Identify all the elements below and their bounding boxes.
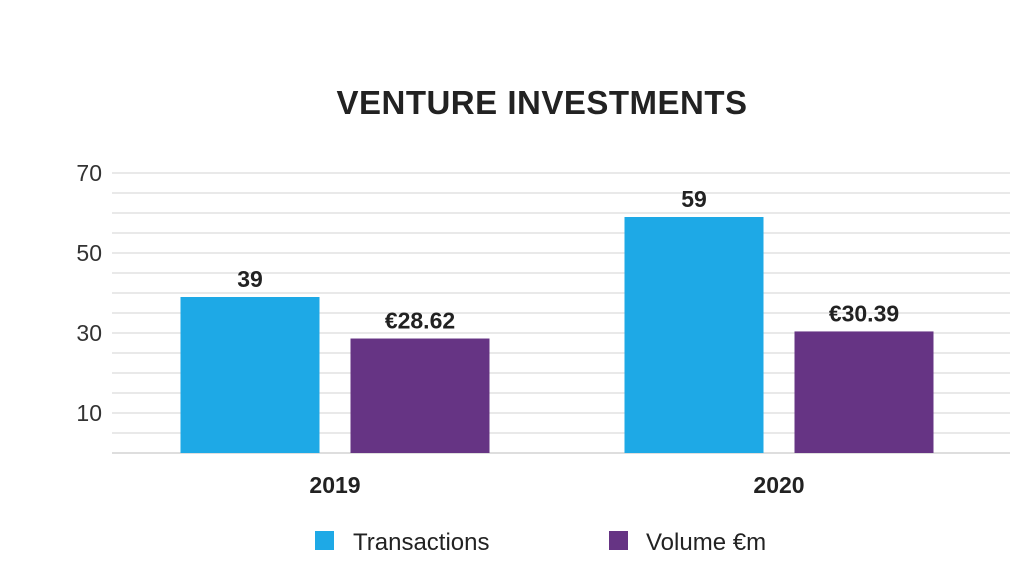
data-label: 39 <box>237 266 263 292</box>
data-label: €28.62 <box>385 308 455 334</box>
legend-swatch-1 <box>315 531 334 550</box>
legend-label-1: Transactions <box>353 529 490 556</box>
chart-title: VENTURE INVESTMENTS <box>336 84 748 121</box>
y-tick-label: 70 <box>76 160 102 186</box>
bar-volume-m-2019 <box>350 338 490 453</box>
bar-volume-m-2020 <box>794 331 934 453</box>
legend-swatch-2 <box>609 531 628 550</box>
bar-transactions-2020 <box>624 217 764 453</box>
y-tick-label: 50 <box>76 240 102 266</box>
y-tick-label: 30 <box>76 320 102 346</box>
data-label: €30.39 <box>829 300 899 326</box>
x-category-label: 2019 <box>309 472 360 498</box>
x-category-label: 2020 <box>753 472 804 498</box>
bar-transactions-2019 <box>180 297 320 453</box>
legend-label-2: Volume €m <box>646 529 766 556</box>
data-label: 59 <box>681 186 707 212</box>
y-tick-label: 10 <box>76 400 102 426</box>
